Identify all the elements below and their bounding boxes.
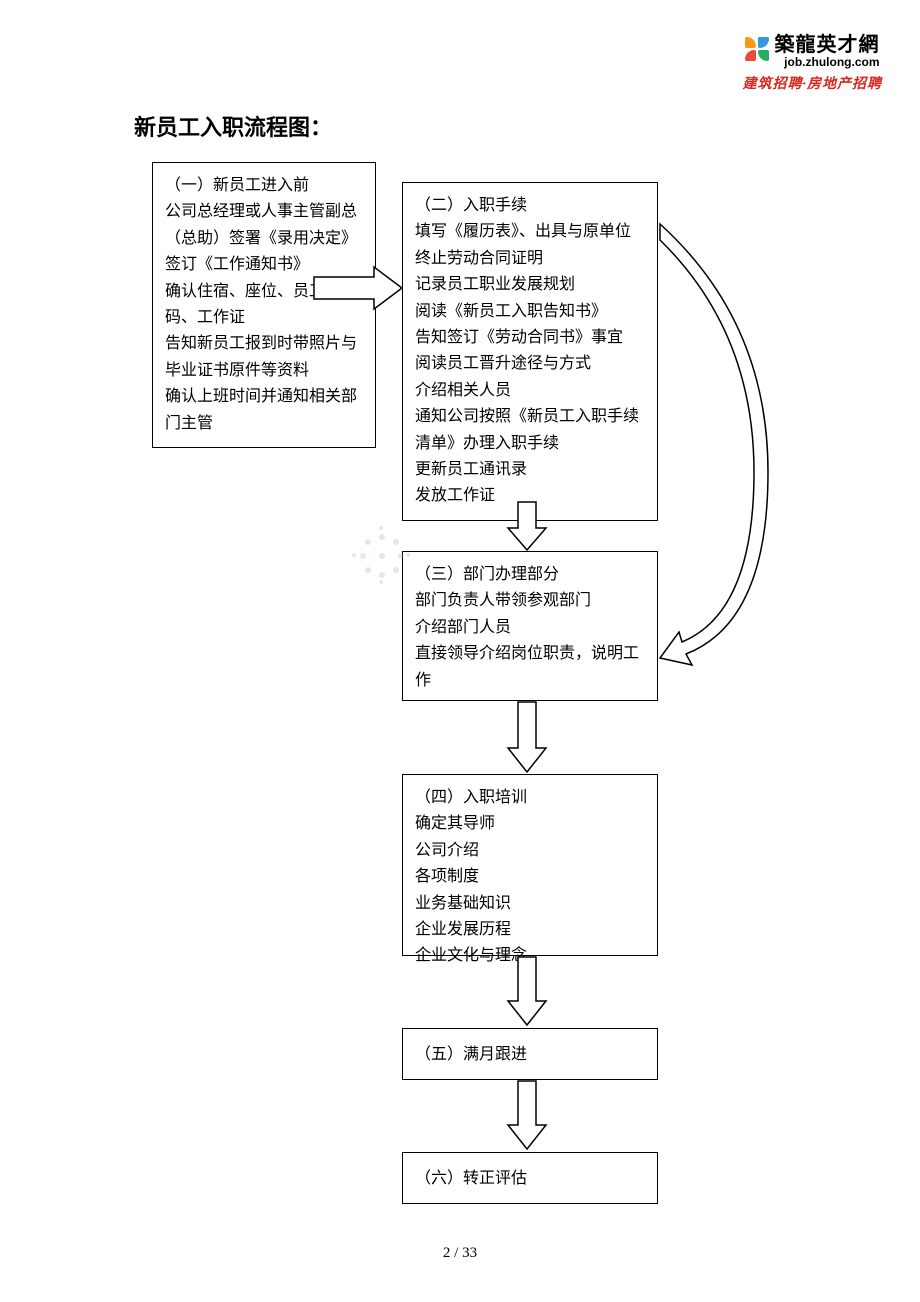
flow-node-5: （五）满月跟进 (402, 1028, 658, 1080)
flow-node-line: （六）转正评估 (415, 1166, 645, 1192)
flow-node-line: 更新员工通讯录 (415, 457, 645, 483)
flow-node-3: （三）部门办理部分部门负责人带领参观部门介绍部门人员直接领导介绍岗位职责，说明工… (402, 551, 658, 701)
flow-node-line: 告知新员工报到时带照片与毕业证书原件等资料 (165, 331, 363, 384)
flow-node-line: 介绍部门人员 (415, 615, 645, 641)
flow-node-line: （一）新员工进入前 (165, 173, 363, 199)
flow-node-line: 介绍相关人员 (415, 378, 645, 404)
flow-node-line: （二）入职手续 (415, 193, 645, 219)
flow-node-line: 记录员工职业发展规划 (415, 272, 645, 298)
logo-url: job.zhulong.com (775, 55, 880, 69)
snowflake-watermark-icon (352, 526, 412, 586)
flow-node-line: （五）满月跟进 (415, 1042, 645, 1068)
flow-node-line: 企业发展历程 (415, 917, 645, 943)
flow-node-line: 直接领导介绍岗位职责，说明工作 (415, 641, 645, 694)
flow-node-line: 公司介绍 (415, 838, 645, 864)
arrow-1-to-2 (314, 263, 414, 313)
flow-node-line: 公司总经理或人事主管副总（总助）签署《录用决定》 (165, 199, 363, 252)
page-total: 33 (462, 1245, 477, 1261)
flow-node-line: （三）部门办理部分 (415, 562, 645, 588)
arrow-4-to-5 (502, 957, 552, 1033)
flow-node-4: （四）入职培训确定其导师公司介绍各项制度业务基础知识企业发展历程企业文化与理念 (402, 774, 658, 956)
flow-node-line: 告知签订《劳动合同书》事宜 (415, 325, 645, 351)
page-title: 新员工入职流程图： (134, 110, 332, 142)
page-number: 2 / 33 (0, 1245, 920, 1262)
flow-node-line: 确定其导师 (415, 811, 645, 837)
pinwheel-icon (743, 35, 771, 63)
arrow-3-to-4 (502, 702, 552, 780)
flow-node-line: 通知公司按照《新员工入职手续清单》办理入职手续 (415, 404, 645, 457)
flow-node-line: 业务基础知识 (415, 891, 645, 917)
site-logo: 築龍英才網 job.zhulong.com 建筑招聘·房地产招聘 (743, 28, 883, 93)
flow-node-6: （六）转正评估 (402, 1152, 658, 1204)
arrow-2-to-3 (502, 502, 552, 558)
flow-node-line: 部门负责人带领参观部门 (415, 588, 645, 614)
arrow-5-to-6 (502, 1081, 552, 1157)
page-sep: / (450, 1245, 462, 1261)
flow-node-line: 阅读员工晋升途径与方式 (415, 351, 645, 377)
flow-node-line: 填写《履历表》、出具与原单位终止劳动合同证明 (415, 219, 645, 272)
flow-node-line: （四）入职培训 (415, 785, 645, 811)
flow-node-2: （二）入职手续填写《履历表》、出具与原单位终止劳动合同证明记录员工职业发展规划阅… (402, 182, 658, 521)
logo-text-cn: 築龍英才網 (775, 34, 880, 56)
flow-node-line: 确认上班时间并通知相关部门主管 (165, 384, 363, 437)
logo-tagline: 建筑招聘·房地产招聘 (743, 73, 883, 93)
flow-node-line: 各项制度 (415, 864, 645, 890)
flow-node-line: 阅读《新员工入职告知书》 (415, 299, 645, 325)
curved-arrow-2-to-3 (658, 222, 788, 672)
